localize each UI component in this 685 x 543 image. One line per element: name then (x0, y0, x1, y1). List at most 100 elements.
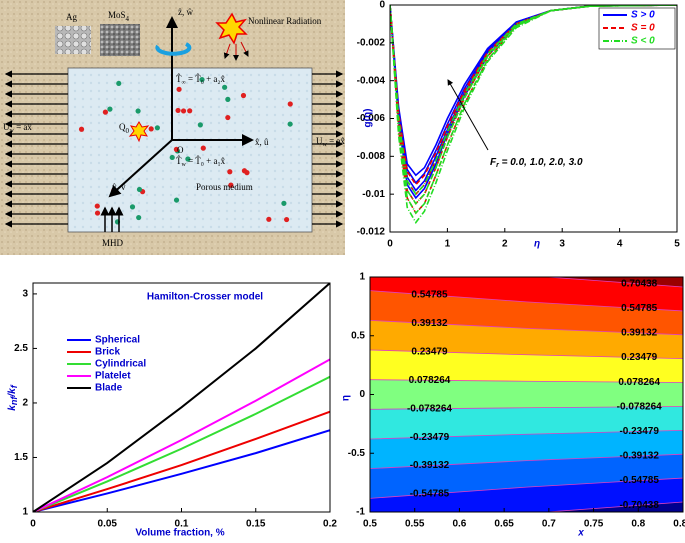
contour-label: -0.54785 (619, 475, 659, 486)
contour-line (370, 429, 683, 440)
particle (175, 107, 181, 114)
particle (173, 146, 180, 152)
radiation-star (215, 12, 248, 45)
z-axis-label: ẑ, ŵ (178, 7, 193, 17)
particle (200, 145, 206, 151)
u-right-base: U (316, 136, 323, 146)
q-sub: 0 (126, 127, 130, 135)
plot-area (390, 5, 677, 224)
y-label-base: k (7, 405, 18, 411)
u-left-base: U (3, 122, 10, 132)
particle (284, 216, 290, 223)
particle (136, 214, 142, 221)
particle (94, 203, 100, 209)
x-tick-label: 0.05 (98, 519, 118, 530)
mhd-label: MHD (102, 238, 124, 248)
y-tick-label: 0 (379, 0, 385, 11)
y-tick-label: 0 (359, 389, 365, 400)
x-axis-label: x̂, û (255, 137, 269, 147)
porous-label: Porous medium (196, 182, 253, 192)
contour-line (370, 406, 683, 410)
legend: S > 0 S = 0 S < 0 (598, 7, 676, 50)
x-tick-label: 0.6 (452, 519, 466, 530)
y-tick-label: 1.5 (14, 452, 28, 463)
mhd-arrows (100, 206, 124, 232)
ag-image (55, 26, 91, 54)
contour-label: -0.70438 (619, 500, 659, 511)
x-tick-label: 0.15 (246, 519, 266, 530)
charts: S > 0S = 0S < 00 1 2 3 4 50-0.002-0.004-0.006… (14, 0, 685, 530)
u-left-label: Uw = ax̂ (3, 122, 32, 134)
contour-line (370, 477, 683, 499)
legend-label: Cylindrical (95, 359, 146, 370)
y-tick-label: -0.012 (357, 227, 386, 238)
plot-area: -0.54785 -0.39132 -0.23479 -0.078264 0.07826… (370, 277, 683, 512)
contour-label: -0.078264 (407, 403, 452, 414)
x-tick-label: 5 (674, 239, 680, 250)
x-tick-label: 3 (559, 239, 565, 250)
particle (187, 108, 193, 114)
x-axis-label: x (577, 528, 584, 539)
particle (240, 92, 247, 99)
u-right-label: Uw = ax̂ (316, 136, 345, 148)
y-tick-label: 1 (359, 272, 365, 283)
ag-label: Ag (66, 12, 77, 22)
mos-sub: 4 (126, 15, 130, 23)
radiation-label: Nonlinear Radiation (248, 16, 322, 26)
stretching-arrows (4, 70, 344, 228)
y-label-sub: nf (9, 396, 19, 405)
porous-region (67, 67, 313, 233)
y-label-sub: f (9, 384, 19, 388)
particle (94, 210, 101, 216)
chart: -0.54785 -0.39132 -0.23479 -0.078264 0.07826… (348, 272, 685, 530)
particle (78, 126, 85, 132)
t-inf-label: T̂∞ = T̂₀ + a₂x̂ (176, 73, 226, 86)
contour-label: -0.54785 (410, 489, 450, 500)
y-tick-label: 2 (22, 398, 28, 409)
y-tick-label: 2.5 (14, 343, 28, 354)
x-tick-label: 0.5 (363, 519, 377, 530)
origin-label: O (177, 145, 184, 155)
x-tick-label: 1 (445, 239, 451, 250)
line (390, 5, 677, 205)
mos-base: MoS (108, 10, 126, 20)
y-tick-label: -1 (356, 507, 365, 518)
u-left-rest: = ax̂ (14, 122, 33, 132)
particle (129, 204, 136, 210)
legend-label: Blade (95, 383, 123, 394)
particle (136, 186, 143, 193)
x-tick-label: 4 (617, 239, 623, 250)
line (390, 5, 677, 215)
t-inf-sub: ∞ (182, 80, 186, 86)
t-w-base: T̂ (176, 155, 182, 166)
q-base: Q (119, 122, 126, 132)
y-tick-label: -0.008 (357, 151, 386, 162)
contour-label: 0.078264 (618, 377, 660, 388)
mos-label: MoS4 (108, 10, 130, 23)
y-tick-label: 0.5 (351, 330, 365, 341)
line (33, 429, 330, 512)
contour-label: -0.39132 (410, 460, 450, 471)
contour-line (541, 277, 683, 288)
q-label: Q0 (119, 122, 130, 135)
annotation-base: F (490, 157, 497, 168)
contour-line (541, 501, 683, 512)
x-axis-label: Volume fraction, % (135, 528, 224, 539)
chart: S > 0 S = 0 S < 0 0 1 2 3 4 5 0 -0.002 -0.004 -0.006… (357, 0, 681, 250)
particle (281, 200, 287, 206)
contour-line (370, 379, 683, 383)
particle (116, 80, 122, 87)
legend-label: Spherical (95, 335, 140, 346)
particle (148, 126, 154, 132)
y-tick-label: 3 (22, 289, 28, 300)
x-tick-label: 0 (30, 519, 36, 530)
contour-label: 0.23479 (411, 346, 448, 357)
contour-label: 0.70438 (621, 278, 658, 289)
line (390, 5, 677, 224)
x-tick-label: 0.7 (542, 519, 556, 530)
particle (287, 121, 293, 127)
radiation-rays (223, 41, 249, 61)
